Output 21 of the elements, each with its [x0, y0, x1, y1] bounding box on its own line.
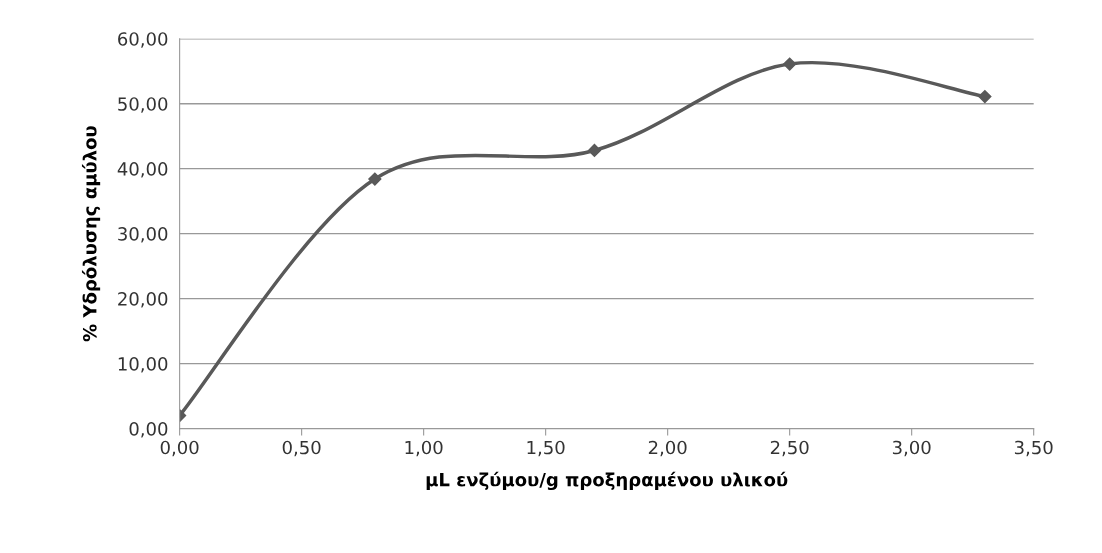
point — [587, 143, 602, 158]
y-tick-label: 40,00 — [117, 162, 168, 178]
y-tick-label: 60,00 — [118, 32, 168, 48]
x-tick-label: 2,50 — [770, 440, 809, 457]
x-axis-title: μL ενζύμου/g προξηραμένου υλικού — [426, 471, 788, 491]
point — [368, 172, 382, 186]
x-tick-label: 1,00 — [405, 440, 443, 457]
point — [978, 89, 992, 104]
x-tick-label: 3,00 — [892, 440, 931, 457]
x-tick-label: 3,50 — [1014, 440, 1053, 457]
y-tick-label: 0,00 — [129, 422, 168, 438]
y-tick-label: 50,00 — [118, 97, 168, 113]
y-tick-label: 20,00 — [118, 292, 168, 308]
y-axis-title: % Υδρόλυσης αμύλου — [81, 126, 101, 342]
x-tick-label: 0,00 — [160, 440, 199, 457]
x-tick-label: 0,50 — [282, 440, 321, 457]
x-tick-label: 2,00 — [648, 440, 687, 457]
x-tick-label: 1,50 — [527, 440, 565, 457]
y-tick-label: 30,00 — [118, 227, 168, 243]
y-tick-label: 10,00 — [118, 357, 168, 373]
point — [783, 57, 797, 71]
